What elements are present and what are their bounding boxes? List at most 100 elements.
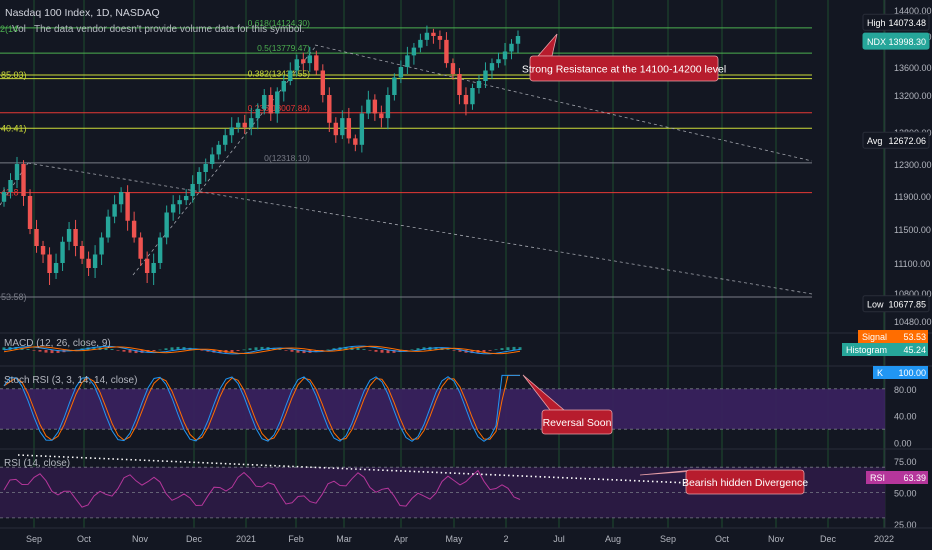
- price-tick-label: 10480.00: [894, 317, 932, 327]
- symbol-title[interactable]: Nasdaq 100 Index, 1D, NASDAQ: [5, 7, 160, 19]
- grid: [0, 0, 932, 528]
- rsi-label-box: [866, 471, 928, 484]
- time-tick-label: Jul: [553, 534, 565, 544]
- price-tick-label: 10800.00: [894, 289, 932, 299]
- macd-hist-label-value: 45.24: [903, 345, 926, 355]
- macd-histogram-bar: [170, 347, 174, 350]
- candle-body: [183, 196, 189, 201]
- candle-body: [340, 118, 345, 136]
- macd-histogram-bar: [110, 348, 114, 350]
- candle-body: [275, 91, 280, 114]
- macd-histogram-bar: [356, 347, 360, 350]
- time-tick-label: 2022: [874, 534, 894, 544]
- macd-histogram-bar: [272, 347, 276, 350]
- candle-body: [157, 237, 163, 263]
- macd-histogram-bar: [218, 350, 222, 354]
- descending-trendline[interactable]: [27, 162, 813, 295]
- price-label-name: NDX: [867, 37, 886, 47]
- candle-body: [463, 95, 469, 105]
- candle-body: [92, 254, 98, 268]
- divergence-callout-text: Bearish hidden Divergence: [682, 477, 808, 489]
- stoch-tick-label: 40.00: [894, 412, 917, 422]
- candle-body: [229, 127, 234, 136]
- candle-body: [411, 47, 417, 56]
- macd-histogram-bar: [26, 348, 30, 350]
- fib-left-label: 42.8: [1, 188, 19, 198]
- macd-histogram-bar: [422, 347, 426, 350]
- macd-histogram-bar: [392, 350, 396, 353]
- candle-body: [450, 63, 456, 74]
- candle-body: [255, 108, 260, 119]
- candle-body: [288, 70, 293, 81]
- time-tick-label: Dec: [820, 534, 837, 544]
- macd-histogram-bar: [518, 347, 522, 350]
- macd-histogram-bar: [2, 347, 6, 350]
- macd-histogram-bar: [56, 350, 60, 353]
- candles: [1, 25, 521, 285]
- price-axis[interactable]: 14400.0014000.0013600.0013200.0012800.00…: [842, 6, 932, 530]
- candle-body: [112, 204, 117, 217]
- divergence-callout-box[interactable]: [685, 469, 805, 495]
- time-tick-label: Oct: [715, 534, 730, 544]
- fib-level-label: 0(12318.10): [264, 153, 310, 163]
- candle-body: [8, 180, 13, 192]
- macd-histogram-bar: [14, 347, 18, 350]
- time-tick-label: Dec: [186, 534, 203, 544]
- candle-body: [470, 88, 475, 105]
- candle-body: [177, 200, 182, 205]
- stoch-k-label-box: [873, 366, 928, 379]
- signal-line: [3, 345, 521, 355]
- stoch-k-label-value: 100.00: [898, 368, 926, 378]
- candle-body: [502, 51, 508, 60]
- macd-histogram-bar: [506, 347, 510, 350]
- candle-body: [34, 229, 39, 246]
- stoch-band-fill: [0, 388, 885, 430]
- rsi-title: RSI (14, close): [4, 458, 70, 469]
- time-tick-label: Mar: [336, 534, 352, 544]
- macd-signal-label-name: Signal: [862, 332, 887, 342]
- macd-histogram-bar: [434, 347, 438, 350]
- reversal-callout-box[interactable]: [541, 409, 613, 435]
- macd-histogram-bar: [344, 346, 348, 350]
- fib-left-label: 53.58): [1, 292, 27, 302]
- descending-trendline[interactable]: [314, 44, 813, 162]
- macd-histogram-bar: [446, 349, 450, 350]
- fib-level-label: 0.618(14124.30): [248, 18, 311, 28]
- macd-histogram-bar: [32, 350, 36, 351]
- candle-body: [190, 184, 195, 196]
- macd-histogram-bar: [176, 346, 180, 350]
- macd-histogram-bar: [134, 350, 138, 354]
- candle-body: [379, 113, 384, 119]
- price-label-name: Avg: [867, 136, 882, 146]
- candle-body: [164, 212, 169, 238]
- resistance-callout-box[interactable]: [529, 55, 719, 82]
- candle-body: [151, 263, 156, 273]
- candle-body: [457, 74, 462, 95]
- candle-body: [327, 95, 332, 123]
- candle-body: [223, 135, 228, 145]
- candle-body: [47, 254, 52, 273]
- macd-histogram-bar: [116, 350, 120, 351]
- stoch-title: Stoch RSI (3, 3, 14, 14, close): [4, 375, 137, 386]
- candle-body: [249, 118, 254, 128]
- macd-histogram-bar: [332, 348, 336, 350]
- candle-body: [79, 246, 85, 259]
- macd-histogram-bar: [458, 350, 462, 352]
- price-tick-label: 11100.00: [894, 259, 930, 269]
- time-tick-label: Aug: [605, 534, 621, 544]
- macd-histogram-bar: [254, 347, 258, 350]
- time-axis[interactable]: Sep Oct Nov Dec 2021 Feb Mar Apr May 2 Jul Aug Sep Oc…: [0, 527, 932, 544]
- rsi-line: [3, 469, 521, 508]
- candle-body: [353, 138, 358, 145]
- time-tick-label: 2021: [236, 534, 256, 544]
- macd-histogram-bar: [38, 350, 42, 352]
- ascending-trendline[interactable]: [132, 45, 317, 276]
- candle-body: [138, 237, 143, 259]
- volume-notice: The data vendor doesn't provide volume d…: [34, 24, 304, 35]
- fib-left-label: 40.41): [1, 123, 27, 133]
- stoch-d-line: [3, 374, 520, 441]
- candle-body: [60, 241, 65, 263]
- callouts[interactable]: Strong Resistance at the 14100-14200 lev…: [522, 33, 808, 495]
- macd-histogram-bar: [92, 346, 96, 350]
- candle-body: [476, 81, 482, 88]
